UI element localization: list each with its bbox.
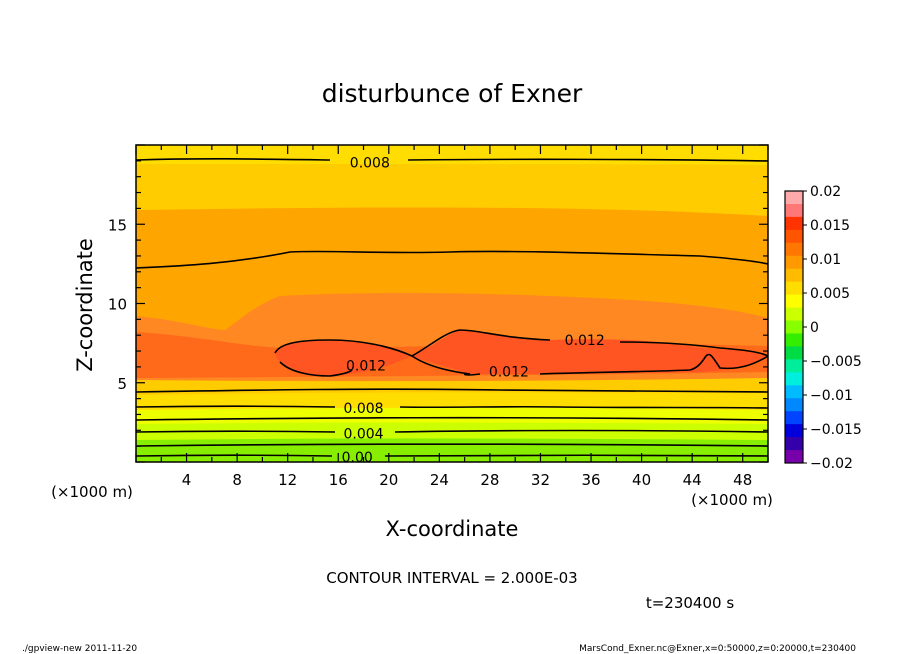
- contour-interval-text: CONTOUR INTERVAL = 2.000E-03: [326, 569, 577, 587]
- contour-line-0004: [136, 429, 768, 433]
- contour-fill: [136, 145, 768, 462]
- colorbar-frame: [784, 190, 804, 464]
- time-text: t=230400 s: [646, 594, 734, 612]
- y-axis: 5 10 15: [108, 144, 768, 463]
- x-tick-label: 40: [632, 471, 651, 489]
- fill-band-0016: [275, 330, 768, 376]
- contour-line-0012-left: [274, 339, 471, 377]
- colorbar-label: −0.005: [810, 354, 862, 370]
- contour-line-0010-upper: [136, 250, 768, 269]
- fill-band-0010-upper: [136, 145, 768, 165]
- contour-line-0012-right: [411, 329, 768, 376]
- x-tick-label: 44: [683, 471, 702, 489]
- colorbar-swatch: [785, 372, 803, 386]
- colorbar-swatch: [785, 216, 803, 231]
- colorbar-swatch: [785, 203, 803, 218]
- contour-lines: [136, 158, 768, 457]
- colorbar-swatch: [785, 450, 803, 464]
- contour-label: 0.004: [343, 426, 383, 442]
- x-axis-label: X-coordinate: [386, 517, 519, 541]
- contour-label: 0.012: [565, 333, 605, 349]
- colorbar-swatch: [785, 255, 803, 270]
- colorbar-swatch: [785, 281, 803, 296]
- colorbar-swatch: [785, 398, 803, 412]
- colorbar-swatch: [785, 333, 803, 347]
- colorbar-label: 0.02: [810, 184, 841, 200]
- colorbar-label: 0.01: [810, 252, 841, 268]
- y-tick-label: 5: [117, 375, 127, 393]
- contour-line-0000: [136, 454, 768, 457]
- contour-line-0008-top: [136, 158, 768, 162]
- colorbar-swatch: [785, 294, 803, 309]
- y-unit-label: (×1000 m): [51, 483, 133, 501]
- contour-line-0008-lower: [136, 405, 768, 409]
- colorbar-swatch: [785, 411, 803, 425]
- contour-line-0002: [136, 443, 768, 447]
- colorbar-swatch: [785, 242, 803, 257]
- colorbar-label: 0.015: [810, 218, 850, 234]
- colorbar-label: −0.01: [810, 388, 853, 404]
- colorbar-label: −0.02: [810, 456, 853, 472]
- colorbar-label: 0: [810, 320, 819, 336]
- colorbar-swatch: [785, 346, 803, 360]
- colorbar-swatch: [785, 229, 803, 244]
- colorbar-swatch: [785, 307, 803, 322]
- x-tick-label: 20: [379, 471, 398, 489]
- contour-label: 0.012: [489, 365, 529, 381]
- contour-label: 0.012: [346, 358, 386, 374]
- colorbar-swatch: [785, 424, 803, 438]
- x-tick-label: 4: [182, 471, 192, 489]
- contour-line-0006: [136, 416, 768, 421]
- chart-title: disturbunce of Exner: [322, 79, 583, 108]
- colorbar-swatch: [785, 320, 803, 334]
- colorbar-label: 0.005: [810, 286, 850, 302]
- colorbar-swatch: [785, 359, 803, 373]
- colorbar-swatch: [785, 268, 803, 283]
- x-tick-label: 36: [581, 471, 600, 489]
- contour-line-0010-mid: [136, 388, 768, 393]
- colorbar-label: −0.015: [810, 422, 862, 438]
- x-tick-label: 48: [733, 471, 752, 489]
- contour-label: 0.00: [342, 450, 373, 466]
- colorbar-swatch: [785, 191, 803, 205]
- footer-right: MarsCond_Exner.nc@Exner,x=0:50000,z=0:20…: [579, 644, 856, 654]
- y-axis-label: Z-coordinate: [73, 238, 97, 372]
- x-tick-label: 32: [531, 471, 550, 489]
- x-tick-label: 16: [329, 471, 348, 489]
- y-tick-label: 10: [108, 296, 127, 314]
- x-tick-label: 12: [278, 471, 297, 489]
- colorbar: 0.02 0.015 0.01 0.005 0 −0.005 −0.01 −0.015 −0.0…: [785, 184, 862, 472]
- colorbar-swatch: [785, 437, 803, 451]
- x-unit-label: (×1000 m): [691, 491, 773, 509]
- fill-band-0000: [136, 438, 768, 462]
- contour-label: 0.008: [350, 155, 390, 171]
- contour-label: 0.008: [343, 401, 383, 417]
- x-tick-label: 24: [430, 471, 449, 489]
- x-axis: 4 8 12 16 20 24 28 32 36 40 44 48: [135, 145, 769, 489]
- y-tick-label: 15: [108, 216, 127, 234]
- footer-left: ./gpview-new 2011-11-20: [22, 644, 137, 654]
- contour-labels: 0.008 0.012 0.012 0.012 0.008 0.004 0.00: [342, 155, 605, 466]
- colorbar-swatch: [785, 385, 803, 399]
- x-tick-label: 8: [232, 471, 242, 489]
- x-tick-label: 28: [480, 471, 499, 489]
